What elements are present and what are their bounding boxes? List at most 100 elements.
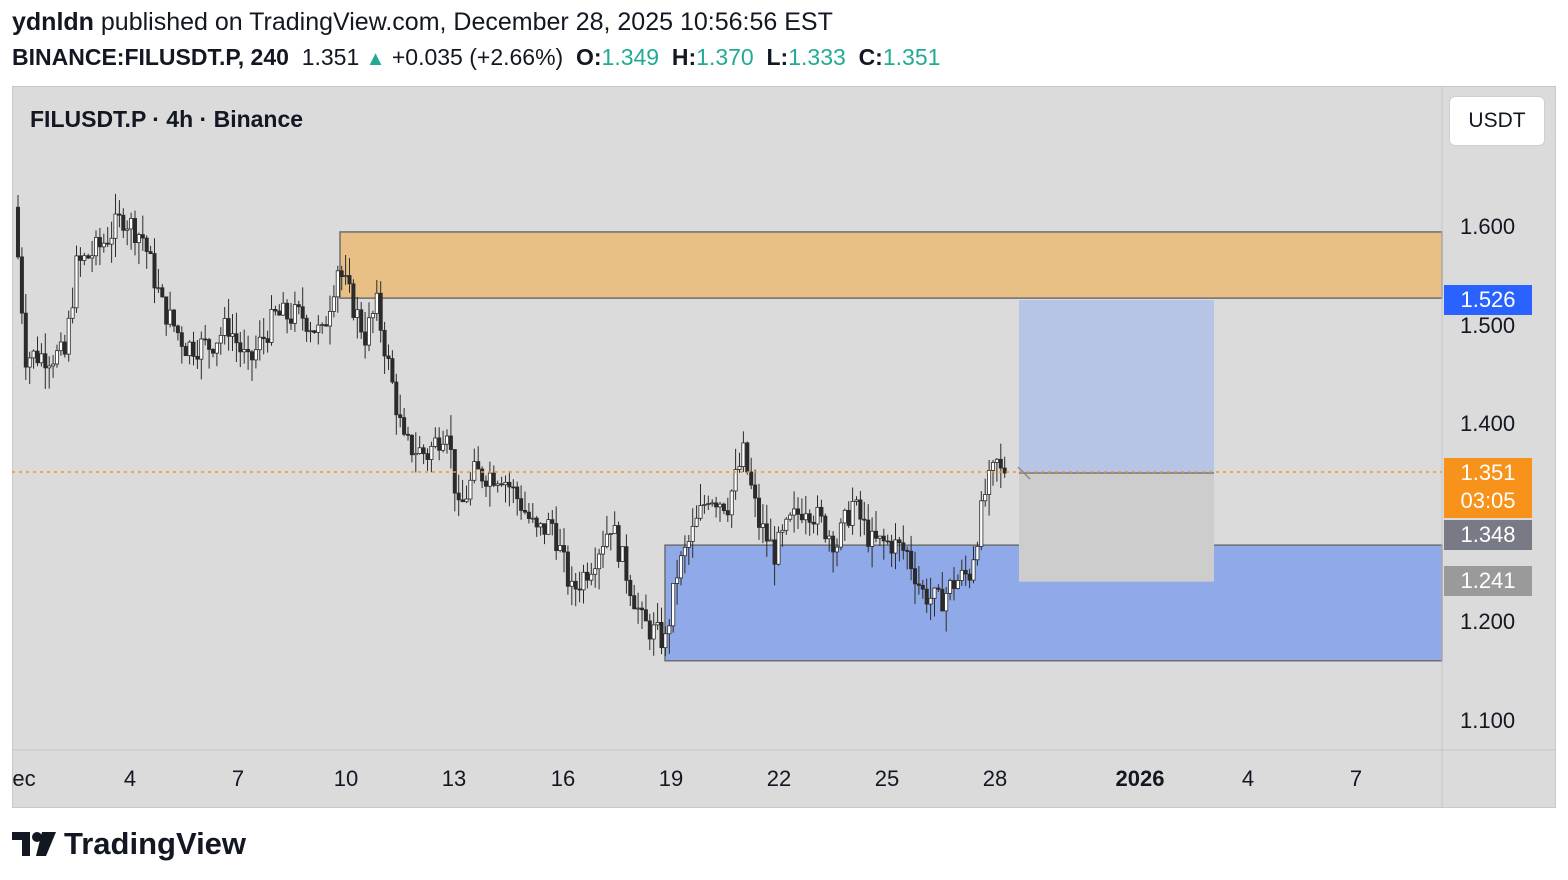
candle <box>152 238 157 304</box>
candle <box>534 515 539 537</box>
candle-body <box>733 469 738 492</box>
candle-body <box>597 553 602 570</box>
candle-body <box>862 518 867 521</box>
candle-body <box>632 595 637 610</box>
candle <box>144 235 149 269</box>
candle <box>628 574 633 606</box>
candle <box>764 504 769 557</box>
candle <box>511 479 516 504</box>
candle-body <box>952 580 957 589</box>
candle <box>944 587 949 632</box>
date-tick: 16 <box>550 766 576 791</box>
candle <box>788 512 793 522</box>
candle <box>269 295 274 346</box>
candle-body <box>983 494 988 502</box>
candle-body <box>97 237 102 248</box>
open-value: 1.349 <box>601 44 660 70</box>
candle-body <box>874 530 879 539</box>
candle-body <box>269 309 274 343</box>
candle-body <box>288 318 293 324</box>
symbol-interval[interactable]: BINANCE:FILUSDT.P, 240 <box>12 44 289 70</box>
candle <box>624 534 629 594</box>
candle-body <box>515 486 520 500</box>
candle-body <box>253 349 258 361</box>
candle <box>881 528 886 560</box>
candle <box>499 476 504 487</box>
candle-body <box>745 442 750 473</box>
candle-body <box>495 483 500 486</box>
candle-body <box>686 541 691 548</box>
date-tick: ec <box>12 766 36 791</box>
candle-body <box>94 237 99 257</box>
candle <box>324 316 329 327</box>
candle <box>936 584 941 593</box>
currency-button[interactable]: USDT <box>1449 96 1545 146</box>
candle-body <box>58 341 63 352</box>
candle <box>975 541 980 566</box>
candle <box>554 506 559 560</box>
candle-body <box>281 302 286 316</box>
date-tick: 28 <box>982 766 1008 791</box>
candle-body <box>694 517 699 527</box>
candle-body <box>90 255 95 259</box>
candle <box>437 427 442 461</box>
candle-body <box>776 531 781 565</box>
candle <box>558 528 563 553</box>
candles-group <box>16 193 1007 657</box>
candle <box>920 579 925 599</box>
candle-body <box>718 503 723 508</box>
candle <box>164 296 169 336</box>
tradingview-wordmark: TradingView <box>64 826 247 861</box>
ohlc-bar: BINANCE:FILUSDT.P, 240 1.351 ▲ +0.035 (+… <box>12 44 940 71</box>
up-triangle-icon: ▲ <box>365 48 386 70</box>
candle <box>191 331 196 366</box>
candle <box>991 459 996 486</box>
candle <box>815 495 820 536</box>
candle-body <box>640 607 645 611</box>
candle-body <box>113 213 118 239</box>
candle-body <box>23 312 28 368</box>
candle <box>803 496 808 535</box>
candle-body <box>620 546 625 562</box>
candle <box>507 471 512 507</box>
candle-body <box>238 342 243 353</box>
candle-body <box>757 497 762 528</box>
candle-body <box>690 525 695 542</box>
candle <box>772 526 777 586</box>
candle-body <box>608 533 613 535</box>
candle <box>292 291 297 332</box>
candle <box>366 302 371 352</box>
candle-body <box>971 559 976 581</box>
candle-body <box>366 317 371 346</box>
date-tick: 13 <box>441 766 467 791</box>
candle <box>823 513 828 543</box>
candle <box>862 501 867 536</box>
candle <box>905 546 910 570</box>
close-label: C: <box>858 44 883 70</box>
candle-body <box>827 535 832 540</box>
candle <box>913 551 918 604</box>
candle <box>444 429 449 454</box>
candle <box>238 331 243 368</box>
candle-body <box>877 535 882 539</box>
candle-body <box>682 547 687 557</box>
candle-body <box>538 523 543 528</box>
candle-body <box>464 498 469 503</box>
candle <box>261 318 266 355</box>
candle-body <box>78 255 83 261</box>
chart-canvas[interactable] <box>12 86 1556 808</box>
candle <box>718 501 723 522</box>
date-tick: 10 <box>333 766 359 791</box>
candle <box>417 436 422 455</box>
candle <box>394 373 399 435</box>
candle <box>31 349 36 369</box>
candle <box>604 515 609 549</box>
tradingview-logo[interactable]: TradingView <box>12 826 246 862</box>
candle <box>265 330 270 353</box>
candle <box>195 339 200 369</box>
candle-body <box>616 525 621 562</box>
candle <box>312 330 317 334</box>
author-name[interactable]: ydnldn <box>12 8 94 36</box>
candle-body <box>487 472 492 487</box>
candle-body <box>164 296 169 325</box>
